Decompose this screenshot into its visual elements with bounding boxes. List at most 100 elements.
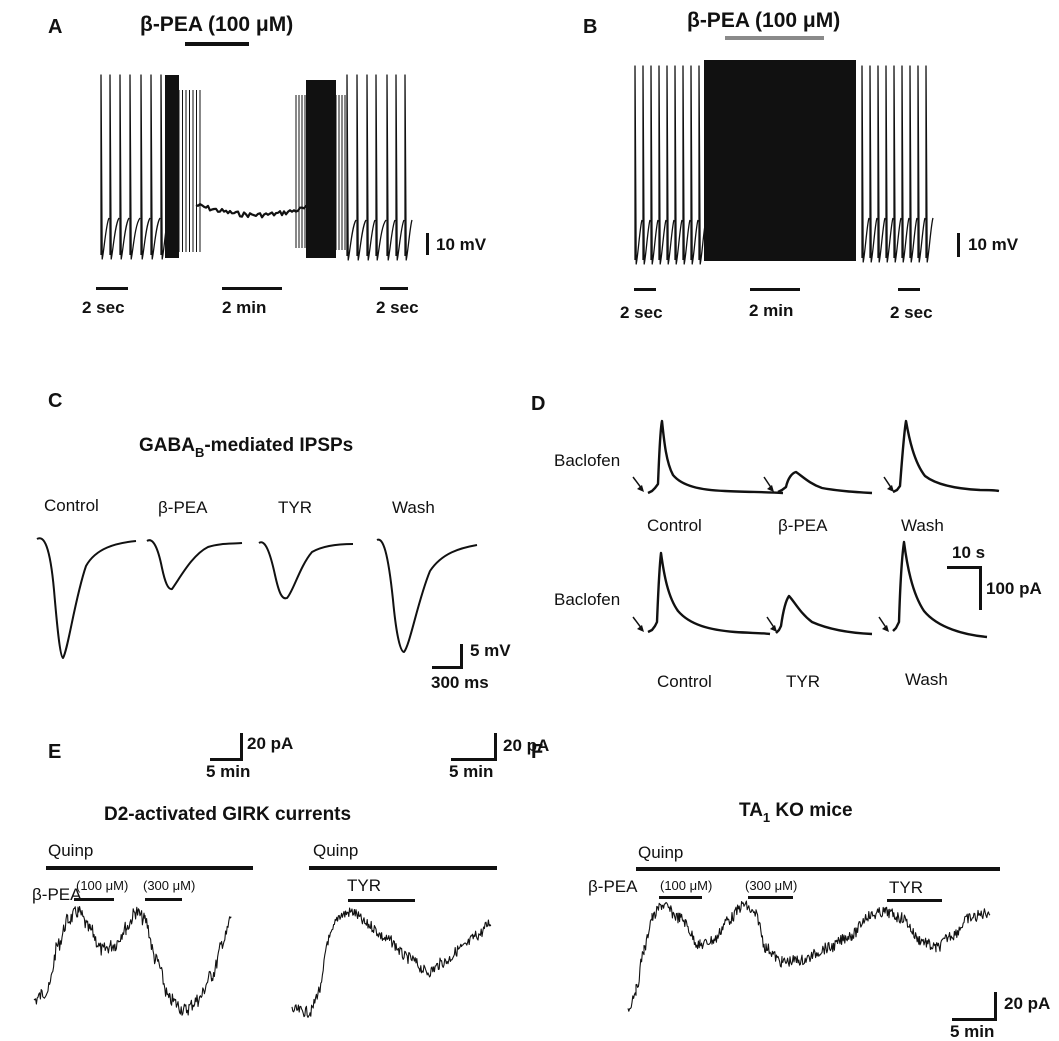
panel-b-voltage-scale-bar	[957, 233, 960, 257]
panel-d-row2-label-tyr: TYR	[786, 672, 820, 691]
panel-d-trace-bpea	[777, 470, 873, 495]
arrow-icon	[766, 616, 777, 632]
arrow-icon	[878, 616, 889, 632]
panel-d: D Baclofen Baclofen	[531, 393, 1042, 691]
panel-a-trace	[100, 74, 413, 261]
panel-b-time-bar-right	[898, 288, 920, 291]
panel-f-drug-bar-1	[659, 896, 702, 899]
panel-e-trace-right	[291, 907, 492, 1018]
panel-c-label-wash: Wash	[392, 498, 435, 517]
panel-e-drug-bar-1	[74, 898, 114, 901]
panel-b-trace	[634, 60, 934, 265]
panel-f-time-scale-label: 5 min	[950, 1022, 994, 1041]
panel-e-current-scale-label-right: 20 pA	[503, 736, 549, 755]
panel-a: A β-PEA (100 μM) 10 mV 2 sec 2 min 2 sec	[48, 13, 487, 317]
panel-d-row2-label-control: Control	[657, 672, 712, 691]
panel-c-voltage-scale-bar	[460, 644, 463, 669]
panel-c-time-scale-label: 300 ms	[431, 673, 489, 692]
panel-a-time-bar-right	[380, 287, 408, 290]
arrow-icon	[632, 616, 644, 632]
panel-c-label-tyr: TYR	[278, 498, 312, 517]
panel-a-drug-bar	[185, 42, 249, 46]
panel-f-conc2-label: (300 μM)	[745, 878, 797, 893]
panel-a-voltage-scale-label: 10 mV	[436, 235, 487, 254]
panel-d-row2-label-wash: Wash	[905, 670, 948, 689]
panel-a-drug-label: β-PEA (100 μM)	[140, 13, 293, 36]
panel-f-trace	[627, 900, 991, 1012]
panel-b-voltage-scale-label: 10 mV	[968, 235, 1019, 254]
panel-c-voltage-scale-label: 5 mV	[470, 641, 511, 660]
panel-d-row1-label-control: Control	[647, 516, 702, 535]
panel-b-time-bar-left	[634, 288, 656, 291]
panel-b-time-label-mid: 2 min	[749, 301, 793, 320]
panel-e-drug2-bar	[348, 899, 415, 902]
panel-d-letter: D	[531, 393, 545, 415]
panel-a-letter: A	[48, 16, 62, 38]
panel-d-current-scale-bar	[979, 566, 982, 610]
panel-d-trace-control-1	[647, 419, 784, 495]
panel-e-conc2-label: (300 μM)	[143, 878, 195, 893]
panel-f-drug-label: β-PEA	[588, 877, 638, 896]
panel-b-time-bar-mid	[750, 288, 800, 291]
panel-d-trace-tyr	[775, 594, 873, 636]
panel-f-agonist-label: Quinp	[638, 843, 683, 862]
panel-f-drug2-bar	[887, 899, 942, 902]
panel-e-time-scale-bar-left	[210, 758, 243, 761]
panel-f-drug2-label: TYR	[889, 878, 923, 897]
panel-c-label-control: Control	[44, 496, 99, 515]
panel-c-trace-bpea	[146, 539, 243, 591]
panel-f-time-scale-bar	[952, 1018, 997, 1021]
panel-d-row1-label-wash: Wash	[901, 516, 944, 535]
panel-b-letter: B	[583, 16, 597, 38]
panel-c-trace-tyr	[258, 541, 354, 600]
panel-f: F TA1 KO mice Quinp β-PEA (100 μM) (300 …	[531, 741, 1050, 1041]
panel-a-time-bar-left	[96, 287, 128, 290]
panel-e-current-scale-label-left: 20 pA	[247, 734, 293, 753]
panel-c-time-scale-bar	[432, 666, 462, 669]
panel-e-agonist-bar-left	[46, 866, 253, 870]
panel-e-conc1-label: (100 μM)	[76, 878, 128, 893]
panel-c-letter: C	[48, 390, 62, 412]
panel-e-drug-label: β-PEA	[32, 885, 82, 904]
panel-b-time-label-left: 2 sec	[620, 303, 663, 322]
panel-e-agonist-label-left: Quinp	[48, 841, 93, 860]
panel-f-letter: F	[531, 741, 543, 763]
panel-c-trace-control	[36, 537, 137, 659]
panel-e-agonist-label-right: Quinp	[313, 841, 358, 860]
panel-d-trace-control-2	[647, 551, 771, 636]
panel-b-drug-label: β-PEA (100 μM)	[687, 9, 840, 32]
panel-d-row1-label-bpea: β-PEA	[778, 516, 828, 535]
panel-e-current-scale-bar-left	[240, 733, 243, 761]
panel-c-trace-wash	[376, 538, 478, 653]
panel-e-drug-bar-2	[145, 898, 182, 901]
arrow-icon	[632, 476, 644, 492]
panel-e-title: D2-activated GIRK currents	[104, 804, 351, 825]
panel-a-time-bar-mid	[222, 287, 282, 290]
panel-f-agonist-bar	[636, 867, 1000, 871]
panel-a-time-label-right: 2 sec	[376, 298, 419, 317]
panel-d-current-scale-label: 100 pA	[986, 579, 1042, 598]
panel-d-trace-wash-1	[892, 419, 1000, 494]
panel-d-time-scale-label: 10 s	[952, 543, 985, 562]
panel-c-title: GABAB-mediated IPSPs	[139, 435, 353, 460]
panel-e-time-scale-label-left: 5 min	[206, 762, 250, 781]
panel-d-row1-agonist-label: Baclofen	[554, 451, 620, 470]
panel-c-label-bpea: β-PEA	[158, 498, 208, 517]
panel-e-time-scale-bar-right	[451, 758, 496, 761]
panel-e-drug2-label: TYR	[347, 876, 381, 895]
panel-e: E D2-activated GIRK currents Quinp Quinp…	[32, 733, 549, 1018]
panel-b-drug-bar	[725, 36, 824, 40]
panel-f-current-scale-label: 20 pA	[1004, 994, 1050, 1013]
panel-f-current-scale-bar	[994, 992, 997, 1021]
panel-a-voltage-scale-bar	[426, 233, 429, 255]
panel-f-title: TA1 KO mice	[739, 800, 853, 825]
panel-e-letter: E	[48, 741, 61, 763]
arrow-icon	[883, 476, 894, 492]
panel-d-time-scale-bar	[947, 566, 981, 569]
panel-e-time-scale-label-right: 5 min	[449, 762, 493, 781]
panel-a-time-label-mid: 2 min	[222, 298, 266, 317]
panel-f-conc1-label: (100 μM)	[660, 878, 712, 893]
panel-a-time-label-left: 2 sec	[82, 298, 125, 317]
panel-e-agonist-bar-right	[309, 866, 497, 870]
